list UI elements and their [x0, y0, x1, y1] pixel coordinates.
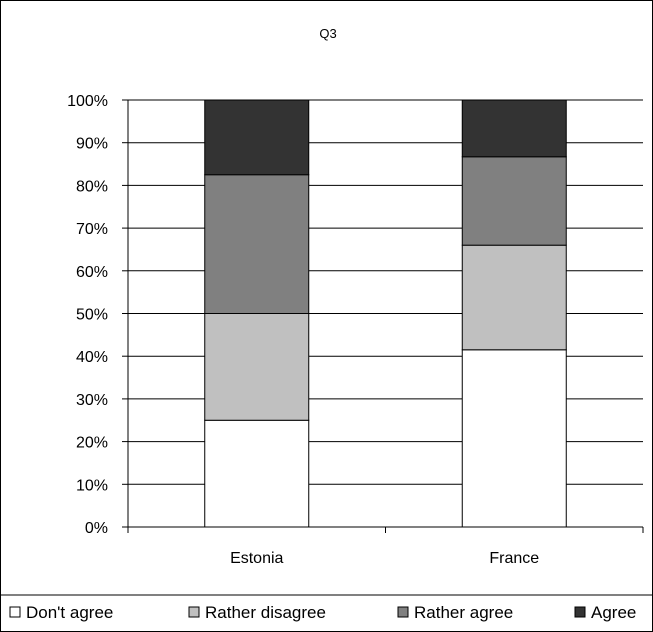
- bar-segment-2-2: [461, 244, 567, 351]
- y-tick-label: 80%: [76, 178, 108, 195]
- x-category-label: France: [489, 550, 539, 567]
- y-tick-label: 70%: [76, 221, 108, 238]
- y-tick-label: 100%: [67, 93, 108, 110]
- y-tick-label: 40%: [76, 349, 108, 366]
- legend: Don't agree Rather disagree Rather agree Ag…: [0, 594, 653, 622]
- legend-swatch: [9, 606, 21, 618]
- legend-label: Rather disagree: [205, 603, 326, 622]
- bar-segment-1-2: [204, 313, 310, 421]
- chart-title: Q3: [319, 26, 336, 41]
- bar-segment-2-4: [461, 99, 567, 158]
- bar-segment-2-3: [461, 156, 567, 246]
- legend-label: Rather agree: [414, 603, 513, 622]
- bar-segment-2-1: [461, 349, 567, 528]
- axes: 0% 10% 20% 30% 40% 50% 60% 70% 80% 90% 100% Estonia…: [67, 93, 644, 567]
- legend-swatch: [188, 606, 200, 618]
- legend-label: Agree: [591, 603, 636, 622]
- y-tick-label: 30%: [76, 392, 108, 409]
- bar-segment-1-4: [204, 99, 310, 176]
- bar-segment-1-3: [204, 174, 310, 314]
- y-tick-label: 90%: [76, 136, 108, 153]
- x-category-label: Estonia: [230, 550, 283, 567]
- bars: [204, 99, 567, 528]
- y-tick-label: 10%: [76, 477, 108, 494]
- legend-swatch: [574, 606, 586, 618]
- y-tick-label: 50%: [76, 307, 108, 324]
- legend-swatch: [397, 606, 409, 618]
- bar-segment-1-1: [204, 419, 310, 528]
- y-tick-label: 0%: [85, 520, 108, 537]
- y-tick-label: 60%: [76, 264, 108, 281]
- y-tick-label: 20%: [76, 435, 108, 452]
- legend-label: Don't agree: [26, 603, 113, 622]
